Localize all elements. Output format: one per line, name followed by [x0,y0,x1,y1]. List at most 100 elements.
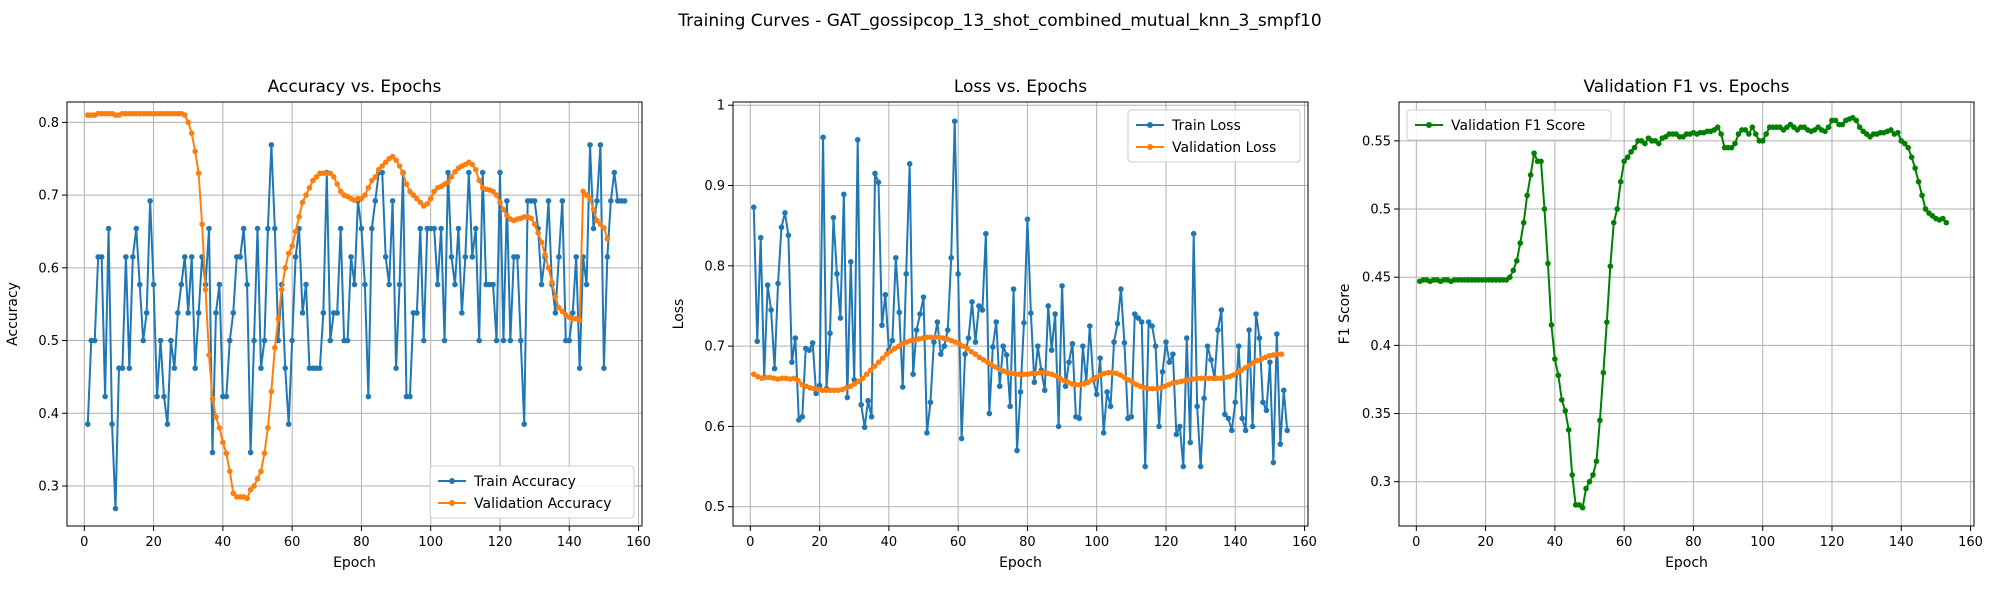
train-loss-point [1260,399,1266,406]
train-accuracy-point [244,281,250,288]
train-loss-point [844,394,851,401]
train-loss-point [1215,327,1221,333]
validation-accuracy-point [185,119,192,126]
accuracy-ytick-label: 0.6 [38,261,59,276]
train-loss-point [1107,403,1114,410]
validation-accuracy-point [220,439,226,446]
validation-loss-point [831,387,838,394]
train-accuracy-point [119,365,126,371]
validation-accuracy-point [410,192,417,198]
train-loss-point [775,280,781,287]
validation-accuracy-point [362,192,368,198]
validation-accuracy-point [379,163,386,169]
train-loss-point [896,309,903,316]
validation-loss-point [984,359,991,365]
train-accuracy-point [133,225,140,232]
validation-loss-point [924,334,930,341]
validation-accuracy-point [188,130,195,137]
train-loss-point [1000,343,1006,349]
validation-accuracy-point [452,169,458,175]
loss-legend-box [1127,109,1301,163]
validation-accuracy-point [192,148,198,155]
train-accuracy-point [407,393,413,400]
train-accuracy-point [441,337,448,344]
validation-accuracy-point [275,315,282,322]
train-loss-point [1270,459,1277,466]
validation-f1-score-point [1541,206,1548,212]
validation-f1-score-point [1728,144,1735,151]
train-loss-point [955,271,961,277]
validation-accuracy-point [407,188,413,195]
f1-xtick-label: 20 [1477,535,1494,550]
validation-f1-score-point [1538,158,1544,165]
validation-loss-point [1230,372,1236,378]
train-loss-point [1100,430,1107,436]
accuracy-chart: Accuracy vs. Epochs Epoch Accuracy 0 20 40… [5,77,651,571]
train-loss-point [927,399,934,406]
validation-accuracy-point [393,157,399,163]
train-loss-point [976,303,982,309]
train-loss-point [806,347,812,353]
train-loss-point [1218,307,1225,313]
validation-loss-point [968,348,975,355]
train-accuracy-point [469,254,476,260]
validation-accuracy-point [528,215,534,222]
loss-xtick-label: 40 [881,535,898,550]
validation-accuracy-point [597,221,604,227]
validation-f1-score-point [1763,131,1769,137]
train-accuracy-point [362,281,368,288]
validation-accuracy-point [216,425,223,431]
train-accuracy-point [497,169,503,176]
validation-f1-score-point [1531,150,1537,156]
validation-f1-score-point [1915,178,1922,185]
validation-accuracy-point [258,468,264,475]
f1-axes-frame [1398,101,1975,527]
validation-accuracy-point [375,166,382,173]
train-loss-point [1267,359,1273,365]
train-accuracy-point [431,225,437,232]
validation-loss-point [1053,373,1059,379]
train-loss-point [1280,387,1287,394]
train-accuracy-point [420,337,427,344]
validation-f1-score-point [1742,127,1749,133]
validation-accuracy-point [448,174,455,180]
train-loss-point [917,311,923,317]
validation-loss-point [1238,367,1245,374]
validation-f1-score-point [1732,140,1738,147]
validation-loss-point [1085,379,1091,386]
validation-f1-score-point [1579,504,1586,511]
validation-accuracy-point [209,395,216,402]
validation-accuracy-point [417,199,424,206]
train-accuracy-point [337,225,344,232]
train-accuracy-point [164,421,171,427]
train-accuracy-point [130,254,136,260]
train-accuracy-point [459,310,465,316]
loss-ytick-label: 0.7 [704,340,725,355]
accuracy-legend: Train Accuracy Validation Accuracy [429,465,635,519]
train-accuracy-point [414,310,420,316]
f1-xtick-label: 160 [1958,535,1983,550]
validation-f1-score-point [1510,267,1517,274]
validation-accuracy-point [587,195,593,202]
train-loss-point [872,170,878,177]
loss-ytick-label: 0.5 [704,500,725,515]
train-accuracy-point [500,337,507,344]
train-accuracy-point [227,337,233,344]
validation-loss-point [1250,360,1257,366]
f1-plot-area [1416,114,1950,511]
train-loss-point [1177,423,1183,430]
train-accuracy-point [84,421,91,427]
train-accuracy-point [389,198,396,204]
validation-accuracy-point [227,468,233,475]
validation-accuracy-point [213,414,219,420]
train-accuracy-point [181,254,188,260]
train-accuracy-point [175,310,181,316]
train-accuracy-point [452,281,458,288]
validation-f1-score-point [1856,124,1863,131]
train-accuracy-point [573,254,579,260]
train-loss-point [1055,423,1062,430]
train-accuracy-line [86,143,625,510]
validation-accuracy-point [389,153,396,160]
train-accuracy-point [476,337,483,344]
